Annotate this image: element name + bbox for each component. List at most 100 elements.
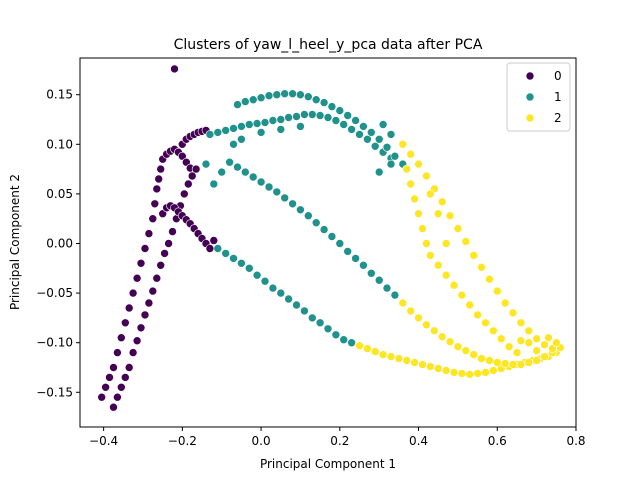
data-point: [406, 149, 416, 159]
data-point: [504, 342, 514, 352]
legend-marker: [525, 113, 535, 123]
data-point: [410, 358, 419, 367]
data-point: [245, 120, 254, 129]
data-point: [264, 91, 274, 100]
data-point: [366, 128, 376, 137]
data-point: [488, 366, 498, 375]
data-point: [524, 326, 534, 336]
data-point: [500, 298, 510, 308]
data-point: [425, 251, 435, 260]
legend-label: 2: [554, 111, 562, 125]
data-point: [445, 337, 455, 347]
y-tick-label: 0.00: [46, 236, 73, 250]
data-point: [524, 358, 534, 367]
data-point: [201, 159, 211, 169]
data-point: [422, 171, 431, 181]
data-point: [164, 239, 173, 248]
data-point: [300, 110, 309, 119]
data-point: [229, 124, 238, 133]
data-point: [288, 199, 297, 209]
y-tick-label: −0.10: [36, 336, 73, 350]
data-point: [323, 324, 333, 334]
data-point: [370, 347, 380, 356]
data-point: [264, 182, 274, 192]
data-point: [485, 274, 494, 284]
data-point: [213, 128, 223, 137]
data-point: [191, 164, 201, 174]
data-point: [248, 95, 258, 104]
data-point: [410, 194, 419, 204]
data-point: [156, 260, 165, 270]
data-point: [319, 225, 329, 234]
data-point: [101, 382, 110, 392]
data-point: [496, 334, 506, 344]
data-point: [268, 116, 278, 125]
data-point: [355, 341, 364, 351]
data-point: [237, 135, 246, 144]
data-point: [113, 392, 122, 402]
data-point: [152, 184, 162, 194]
data-point: [386, 352, 396, 361]
data-point: [457, 369, 467, 378]
data-point: [433, 364, 443, 373]
data-point: [113, 348, 122, 357]
data-point: [180, 189, 189, 199]
data-point: [327, 102, 337, 111]
data-point: [105, 373, 114, 382]
data-point: [303, 92, 313, 101]
data-point: [284, 113, 293, 122]
data-point: [109, 363, 118, 372]
legend-label: 1: [554, 90, 562, 104]
data-point: [272, 90, 282, 99]
data-point: [221, 126, 230, 135]
data-point: [540, 340, 549, 350]
data-point: [205, 130, 215, 139]
data-point: [233, 162, 242, 172]
y-tick-label: 0.05: [46, 187, 73, 201]
data-point: [132, 273, 142, 283]
data-point: [390, 151, 400, 161]
data-point: [136, 323, 146, 333]
data-point: [292, 300, 301, 310]
data-point: [532, 356, 541, 365]
data-point: [343, 247, 353, 256]
data-point: [276, 115, 286, 124]
data-point: [551, 338, 561, 348]
data-point: [378, 350, 388, 359]
x-axis-label: Principal Component 1: [260, 457, 396, 471]
data-point: [280, 89, 290, 98]
x-tick-label: −0.2: [168, 434, 197, 448]
data-point: [331, 116, 341, 125]
data-point: [178, 151, 187, 161]
data-point: [402, 164, 412, 174]
data-point: [414, 209, 423, 218]
data-point: [335, 106, 345, 115]
data-point: [355, 130, 364, 139]
data-point: [296, 205, 305, 215]
data-point: [516, 360, 526, 369]
legend-label: 0: [554, 69, 562, 83]
data-point: [398, 140, 408, 149]
data-point: [156, 164, 165, 174]
data-point: [508, 308, 518, 318]
data-point: [124, 363, 134, 372]
data-point: [512, 348, 522, 357]
data-point: [205, 244, 215, 253]
data-point: [425, 362, 435, 371]
data-point: [441, 366, 451, 375]
data-point: [256, 93, 266, 102]
data-point: [465, 300, 475, 310]
data-point: [406, 306, 416, 316]
data-point: [276, 288, 286, 298]
data-point: [307, 110, 317, 119]
data-point: [429, 326, 439, 336]
data-point: [461, 237, 471, 246]
data-point: [492, 286, 502, 296]
x-tick-label: 0.4: [409, 434, 428, 448]
data-point: [386, 130, 396, 139]
data-point: [394, 354, 404, 363]
data-point: [268, 283, 278, 293]
data-point: [315, 318, 325, 328]
series-1: [201, 89, 408, 348]
data-point: [213, 244, 223, 253]
